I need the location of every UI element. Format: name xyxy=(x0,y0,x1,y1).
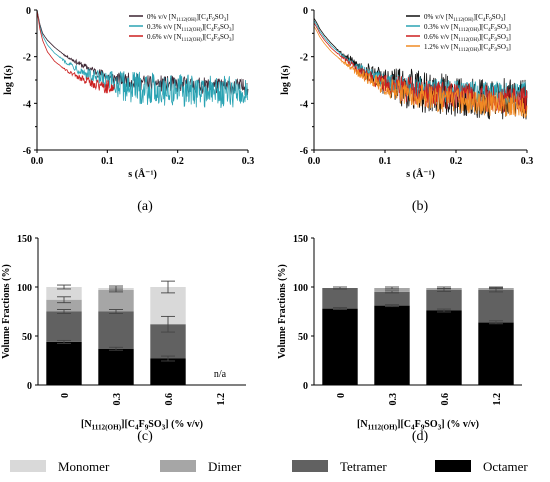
y-tick-label: 0 xyxy=(26,6,31,17)
x-tick-label: 0.3 xyxy=(388,393,399,406)
x-tick-label: 0 xyxy=(60,393,71,398)
y-tick-label: -4 xyxy=(23,99,31,110)
panel-label-d: (d) xyxy=(412,429,429,444)
saxs-plot-b: -6 -4 -2 0 0.0 0.1 0.2 0.3 s (Å⁻¹) log I(s) 0% v/v… xyxy=(280,6,533,180)
bar-segment xyxy=(46,311,82,342)
y-tick-label: 0 xyxy=(27,381,32,392)
x-tick-label: 0.1 xyxy=(379,156,392,167)
bar-segment xyxy=(98,348,134,385)
x-tick-label: 0.6 xyxy=(164,393,175,406)
x-tick-label: 0.1 xyxy=(101,156,114,167)
y-tick-label: -2 xyxy=(23,53,31,64)
bar-segment xyxy=(98,289,134,312)
y-tick-label: 150 xyxy=(17,234,32,245)
y-axis-label: log I(s) xyxy=(280,65,291,95)
x-tick-label: 0.2 xyxy=(450,156,463,167)
legend-label: 1.2% v/v [N1112(OH)][C4F9SO3] xyxy=(424,43,511,53)
bar-legend: Monomer Dimer Tetramer Octamer xyxy=(10,459,528,474)
bar-segment xyxy=(374,305,410,385)
bar-segment xyxy=(46,341,82,385)
x-tick-label: 0 xyxy=(336,393,347,398)
x-tick-label: 0.6 xyxy=(440,393,451,406)
legend-label: Octamer xyxy=(483,459,528,474)
legend-label: 0.3% v/v [N1112(OH)][C4F9SO3] xyxy=(147,23,234,33)
series-line xyxy=(313,22,528,114)
legend-label: 0% v/v [N1112(OH)][C4F9SO3] xyxy=(147,13,229,23)
y-tick-label: -4 xyxy=(300,99,308,110)
x-axis-label: [N1112(OH)][C4F9SO3] (% v/v) xyxy=(357,419,479,432)
x-axis-label: s (Å⁻¹) xyxy=(406,168,435,180)
x-tick-label: 1.2 xyxy=(492,393,503,406)
y-tick-label: 100 xyxy=(293,283,308,294)
y-tick-label: -2 xyxy=(300,53,308,64)
legend-label: 0.6% v/v [N1112(OH)][C4F9SO3] xyxy=(147,33,234,43)
bar-segment xyxy=(322,288,358,309)
y-tick-label: 0 xyxy=(303,381,308,392)
na-annotation: n/a xyxy=(214,369,227,380)
legend-label: 0% v/v [N1112(OH)][C4F9SO3] xyxy=(424,13,506,23)
legend-swatch xyxy=(435,460,471,472)
y-tick-label: 50 xyxy=(298,332,308,343)
x-axis-label: s (Å⁻¹) xyxy=(128,168,157,180)
x-axis-label: [N1112(OH)][C4F9SO3] (% v/v) xyxy=(81,419,203,432)
volume-fraction-chart-d: 0 0.3 0.6 1.2 0 50 100 150 Volume Fractions (%) [… xyxy=(277,234,522,432)
legend-label: 0.3% v/v [N1112(OH)][C4F9SO3] xyxy=(424,23,511,33)
y-axis-label: Volume Fractions (%) xyxy=(277,264,288,359)
bar-segment xyxy=(98,311,134,349)
panel-label-a: (a) xyxy=(137,199,153,214)
y-tick-label: -6 xyxy=(300,146,308,157)
bar-segment xyxy=(374,291,410,306)
x-tick-label: 0.3 xyxy=(521,156,534,167)
x-tick-label: 0.0 xyxy=(308,156,321,167)
bar-segment xyxy=(46,299,82,312)
bar-segment xyxy=(426,289,462,311)
legend-label: Tetramer xyxy=(340,459,387,474)
y-axis-label: log I(s) xyxy=(3,65,14,95)
y-tick-label: -6 xyxy=(23,146,31,157)
bar-segment xyxy=(322,308,358,385)
legend-swatch xyxy=(10,460,46,472)
y-tick-label: 0 xyxy=(303,6,308,17)
x-tick-label: 0.3 xyxy=(112,393,123,406)
legend-swatch xyxy=(160,460,196,472)
panel-label-c: (c) xyxy=(137,429,153,444)
legend-label: Monomer xyxy=(58,459,110,474)
bar-segment xyxy=(478,289,514,323)
x-tick-label: 1.2 xyxy=(216,393,227,406)
saxs-plot-a: -6 -4 -2 0 0.0 0.1 0.2 0.3 s (Å⁻¹) log I(s) 0% v/v… xyxy=(3,6,254,180)
series-line xyxy=(36,9,115,94)
y-tick-label: 100 xyxy=(17,283,32,294)
panel-label-b: (b) xyxy=(412,199,429,214)
x-tick-label: 0.2 xyxy=(171,156,184,167)
y-tick-label: 150 xyxy=(293,234,308,245)
bar-segment xyxy=(46,287,82,300)
bar-segment xyxy=(374,288,410,292)
y-tick-label: 50 xyxy=(22,332,32,343)
bar-segment xyxy=(478,322,514,385)
series-line xyxy=(313,26,528,118)
legend-swatch xyxy=(292,460,328,472)
legend-label: Dimer xyxy=(208,459,242,474)
bar-segment xyxy=(150,358,186,385)
bar-segment xyxy=(426,310,462,385)
legend-label: 0.6% v/v [N1112(OH)][C4F9SO3] xyxy=(424,33,511,43)
volume-fraction-chart-c: 0 0.3 0.6 1.2 n/a 0 50 100 150 Volume Fractions (… xyxy=(1,234,246,432)
x-tick-label: 0.0 xyxy=(31,156,44,167)
y-axis-label: Volume Fractions (%) xyxy=(1,264,12,359)
x-tick-label: 0.3 xyxy=(242,156,255,167)
series-line xyxy=(36,9,249,108)
